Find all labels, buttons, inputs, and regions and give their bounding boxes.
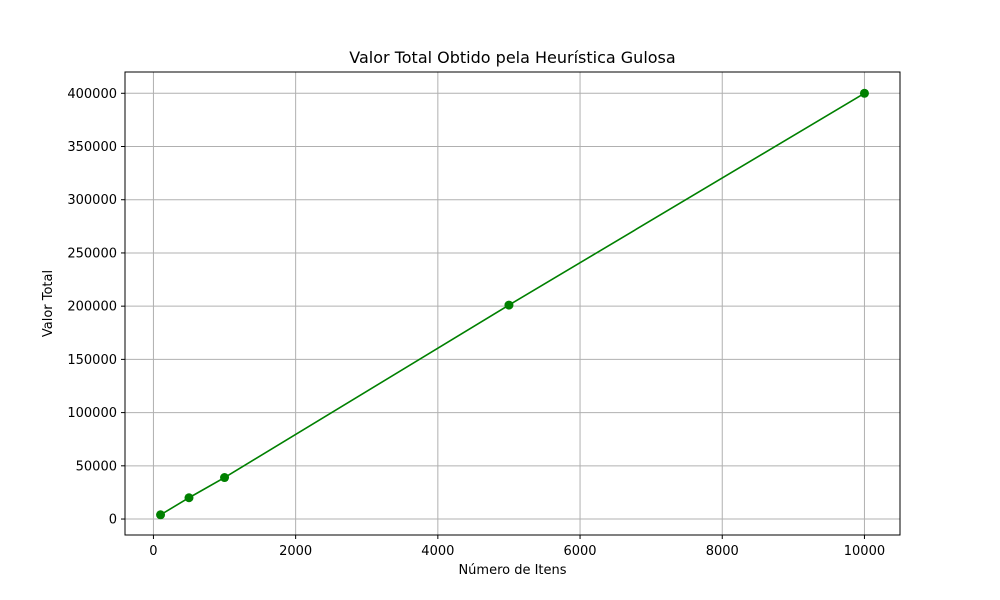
x-tick-label: 2000 [279,544,312,559]
x-tick-label: 10000 [844,544,885,559]
data-point [220,473,230,483]
x-axis-label: Número de Itens [458,563,566,578]
y-tick-label: 250000 [67,246,117,261]
y-tick-label: 200000 [67,300,117,315]
y-axis-label: Valor Total [41,270,56,337]
x-tick-label: 6000 [563,544,596,559]
ticks: 0 2000 4000 6000 8000 10000050000100000150000… [67,87,885,559]
data-point [184,493,194,503]
plot-frame [124,71,901,536]
y-tick-label: 400000 [67,87,117,102]
y-tick-label: 100000 [67,406,117,421]
y-tick-label: 0 [109,513,117,528]
y-tick-label: 50000 [76,459,117,474]
x-tick-label: 4000 [421,544,454,559]
y-tick-label: 350000 [67,140,117,155]
series-layer [156,88,869,520]
data-point [859,88,869,98]
x-tick-label: 8000 [706,544,739,559]
data-point [156,510,166,520]
chart-title: Valor Total Obtido pela Heurística Gulos… [349,48,675,67]
grid [125,72,900,535]
x-tick-label: 0 [149,544,157,559]
y-tick-label: 300000 [67,193,117,208]
y-tick-label: 150000 [67,353,117,368]
data-point [504,300,514,310]
